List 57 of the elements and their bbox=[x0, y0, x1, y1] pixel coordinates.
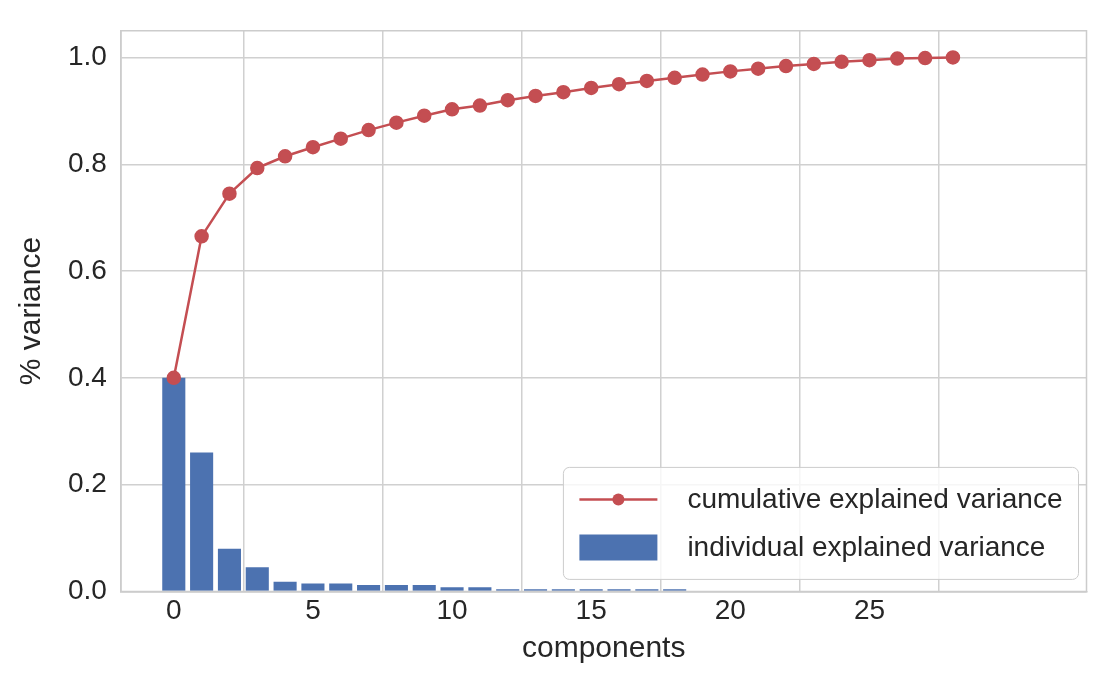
x-tick-label: 5 bbox=[305, 593, 321, 625]
point bbox=[611, 76, 627, 92]
y-axis-title: % variance bbox=[13, 236, 47, 386]
point bbox=[389, 115, 404, 130]
bar bbox=[329, 583, 353, 591]
bar bbox=[301, 583, 325, 591]
point bbox=[917, 50, 933, 66]
point bbox=[194, 229, 209, 244]
y-tick-label: 0.0 bbox=[67, 574, 107, 606]
legend-label: individual explained variance bbox=[687, 531, 1046, 563]
legend-label: cumulative explained variance bbox=[687, 483, 1063, 515]
point bbox=[556, 84, 571, 100]
x-tick-label: 15 bbox=[575, 593, 607, 625]
x-tick-label: 25 bbox=[853, 593, 886, 625]
point bbox=[250, 160, 265, 176]
y-tick-label: 0.8 bbox=[67, 146, 107, 178]
point bbox=[222, 186, 237, 201]
point bbox=[277, 149, 293, 164]
point bbox=[500, 92, 515, 108]
point bbox=[862, 52, 877, 68]
point bbox=[305, 139, 321, 155]
bar bbox=[440, 587, 464, 591]
point bbox=[416, 108, 432, 123]
bar bbox=[162, 377, 186, 591]
y-tick-label: 0.6 bbox=[67, 253, 107, 285]
point bbox=[890, 51, 905, 66]
point bbox=[750, 61, 766, 76]
bar bbox=[190, 452, 214, 591]
point bbox=[667, 70, 682, 86]
point bbox=[583, 80, 599, 96]
bar bbox=[217, 548, 241, 591]
x-tick-label: 20 bbox=[714, 593, 746, 625]
point bbox=[778, 58, 794, 74]
bar bbox=[384, 584, 408, 591]
bar bbox=[412, 584, 436, 591]
point bbox=[723, 64, 738, 79]
point bbox=[472, 98, 488, 113]
bar bbox=[273, 581, 297, 591]
bar bbox=[357, 584, 381, 591]
bar bbox=[245, 567, 269, 591]
point bbox=[834, 54, 849, 70]
x-tick-label: 0 bbox=[166, 593, 182, 625]
y-tick-label: 1.0 bbox=[67, 40, 107, 72]
point bbox=[166, 370, 182, 386]
point bbox=[945, 50, 961, 65]
point bbox=[695, 67, 710, 82]
x-tick-label: 10 bbox=[436, 593, 468, 625]
y-tick-label: 0.4 bbox=[67, 360, 107, 392]
point bbox=[333, 131, 348, 146]
bar bbox=[468, 587, 492, 591]
point bbox=[528, 88, 543, 104]
point bbox=[444, 102, 460, 117]
point bbox=[361, 122, 376, 138]
point bbox=[806, 56, 822, 72]
x-axis-title: components bbox=[521, 630, 686, 664]
y-tick-label: 0.2 bbox=[67, 467, 107, 499]
point bbox=[639, 73, 655, 89]
